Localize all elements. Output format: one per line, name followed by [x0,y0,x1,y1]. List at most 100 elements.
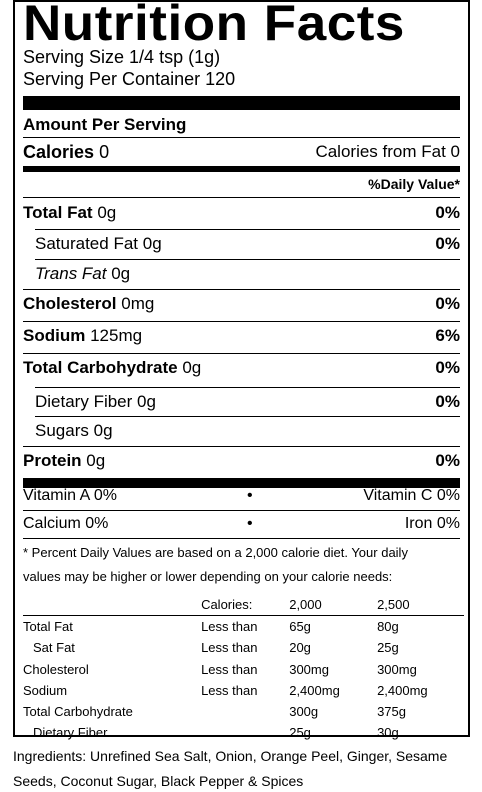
nutrient-label: Protein [23,451,82,470]
dv-table-cell: Less than [201,619,258,635]
nutrient-label: Total Fat [23,203,93,222]
dv-table-cell: 2,500 [377,597,410,613]
divider [35,229,460,230]
dv-table-cell: 65g [289,619,311,635]
dv-table-cell: Calories: [201,597,253,613]
nutrient-amount: 0g [182,358,202,377]
nutrient-label: Dietary Fiber [35,392,133,411]
thick-divider [23,96,460,110]
nutrient-amount: 0g [93,421,113,440]
dv-table-cell: 2,000 [289,597,322,613]
dv-table-cell: Less than [201,682,258,698]
dv-table-cell: 2,400mg [377,682,428,698]
nutrient-amount: 0mg [121,294,155,313]
calories-row: Calories 0 Calories from Fat 0 [23,142,460,163]
dv-table-cell: 300g [289,704,319,720]
dv-table-cell [23,594,201,616]
dv-table-cell: Cholesterol [23,661,89,677]
dv-table-cell: Less than [201,661,258,677]
dv-table-cell: 25g [377,640,399,656]
nutrient-daily-value: 0% [435,203,460,222]
nutrient-daily-value: 0% [435,392,460,411]
nutrient-daily-value: 0% [435,294,460,313]
nutrient-row: Saturated Fat 0g 0% [23,234,460,254]
vitamin-row-2: Calcium 0% • Iron 0% [23,515,460,533]
nutrient-label: Sugars [35,421,89,440]
vitamin-c: Vitamin C 0% [363,487,460,504]
dv-table-cell: Total Carbohydrate [23,704,133,720]
divider [23,353,460,354]
dv-table-cell: Less than [201,640,258,656]
iron: Iron 0% [404,515,460,532]
nutrient-label: Cholesterol [23,294,117,313]
dv-table-row: Total Fat Less than 65g 80g [23,616,464,638]
nutrient-row: Total Carbohydrate 0g 0% [23,358,460,378]
nutrient-row: Protein 0g 0% [23,451,460,471]
dv-table-cell: Sat Fat [33,640,75,656]
nutrient-daily-value: 0% [435,451,460,470]
nutrient-row: Dietary Fiber 0g 0% [23,392,460,412]
servings-per-container: Serving Per Container 120 [23,69,236,89]
serving-size: Serving Size 1/4 tsp (1g) [23,47,221,67]
daily-values-table: Calories: 2,000 2,500 Total Fat Less than 65g… [23,594,464,743]
ingredients-line-2: Seeds, Coconut Sugar, Black Pepper & Spi… [13,773,304,789]
vitamin-a: Vitamin A 0% [23,487,117,504]
nutrient-row: Sugars 0g [23,421,460,441]
nutrient-amount: 0g [86,451,106,470]
dv-table-cell: 300mg [289,661,329,677]
nutrient-amount: 0g [142,234,162,253]
footnote-line-2: values may be higher or lower depending … [23,569,393,584]
dv-table-row: Total Carbohydrate 300g 375g [23,701,464,722]
nutrient-amount: 0g [111,264,131,283]
medium-divider [23,166,460,172]
nutrient-label: Trans Fat [35,264,107,283]
divider [23,446,460,447]
nutrient-row: Sodium 125mg 6% [23,326,460,346]
divider [35,259,460,260]
dv-table-row: Sodium Less than 2,400mg 2,400mg [23,680,464,701]
calories-value: 0 [99,142,110,162]
bullet: • [247,515,253,532]
divider [23,197,460,198]
dv-table-cell: 2,400mg [289,682,340,698]
ingredients-line-1: Ingredients: Unrefined Sea Salt, Onion, … [13,748,448,764]
divider [23,137,460,138]
divider [23,321,460,322]
vitamin-row-1: Vitamin A 0% • Vitamin C 0% [23,487,460,505]
dv-table-cell: Total Fat [23,619,73,635]
nutrient-daily-value: 0% [435,358,460,377]
amount-per-serving: Amount Per Serving [23,115,187,134]
nutrient-label: Total Carbohydrate [23,358,178,377]
dv-table-cell: 30g [377,725,399,741]
dv-table-cell: Sodium [23,682,68,698]
nutrient-label: Sodium [23,326,86,345]
nutrient-amount: 0g [97,203,117,222]
divider [23,510,460,511]
dv-table-header: Calories: 2,000 2,500 [23,594,464,616]
nutrient-row: Cholesterol 0mg 0% [23,294,460,314]
dv-table-row: Dietary Fiber 25g 30g [23,722,464,743]
calories-label: Calories [23,142,95,162]
nutrient-label: Saturated Fat [35,234,139,253]
dv-table-cell [201,701,289,722]
bullet: • [247,487,253,504]
dv-table-cell: 375g [377,704,406,720]
divider [23,289,460,290]
dv-table-cell: 20g [289,640,311,656]
dv-table-cell: 80g [377,619,399,635]
dv-table-cell: 300mg [377,661,417,677]
nutrient-daily-value: 6% [435,326,460,345]
thick-divider [23,478,460,488]
calories-from-fat: Calories from Fat 0 [315,142,460,161]
nutrient-row: Trans Fat 0g [23,264,460,284]
dv-table-row: Sat Fat Less than 20g 25g [23,637,464,658]
dv-table-cell [201,722,289,743]
nutrient-amount: 125mg [90,326,143,345]
nutrient-row: Total Fat 0g 0% [23,203,460,223]
dv-table-row: Cholesterol Less than 300mg 300mg [23,659,464,680]
divider [35,416,460,417]
divider [35,387,460,388]
nutrient-daily-value: 0% [435,234,460,253]
footnote-line-1: * Percent Daily Values are based on a 2,… [23,545,408,560]
label-title: Nutrition Facts [23,0,405,51]
